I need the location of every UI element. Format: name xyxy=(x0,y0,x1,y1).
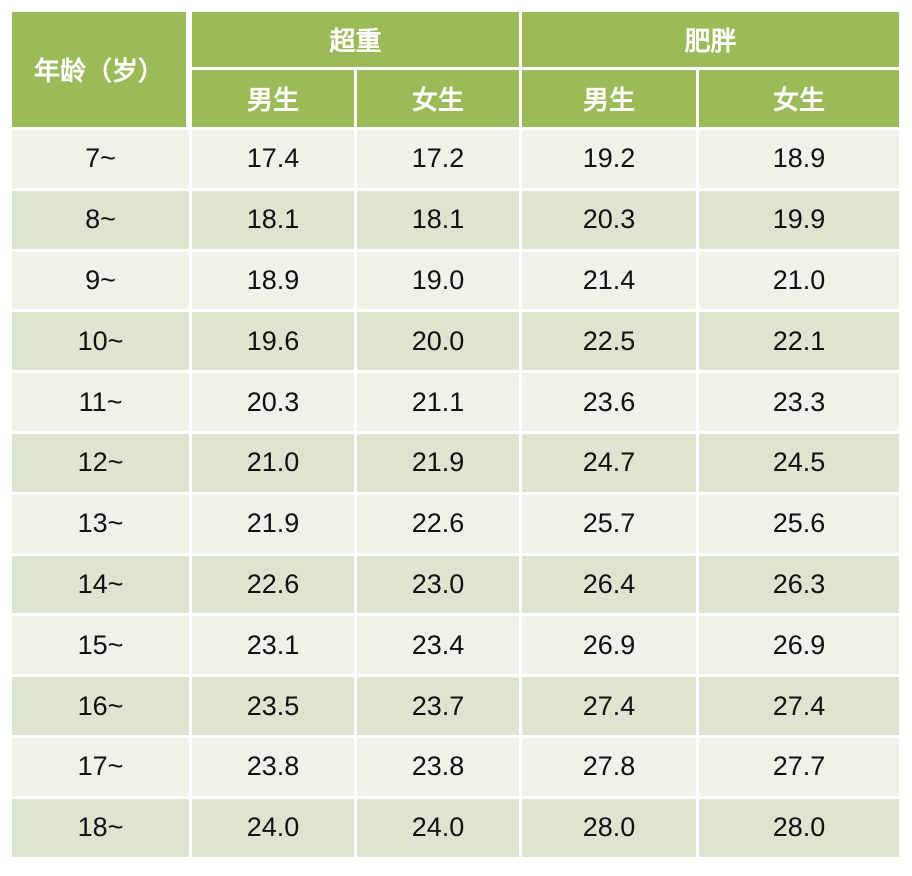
cell-obese-female: 23.3 xyxy=(699,373,899,431)
cell-obese-male: 27.8 xyxy=(522,737,696,796)
cell-overweight-male: 17.4 xyxy=(192,130,354,188)
cell-obese-male: 22.5 xyxy=(522,312,696,371)
cell-obese-male: 26.4 xyxy=(522,555,696,614)
cell-age: 13~ xyxy=(12,494,189,553)
table-row: 10~ 19.6 20.0 22.5 22.1 xyxy=(12,312,899,371)
cell-overweight-female: 21.1 xyxy=(357,373,519,431)
cell-age: 12~ xyxy=(12,433,189,492)
cell-obese-male: 24.7 xyxy=(522,433,696,492)
cell-obese-female: 22.1 xyxy=(699,312,899,371)
cell-overweight-female: 18.1 xyxy=(357,190,519,249)
table-row: 17~ 23.8 23.8 27.8 27.7 xyxy=(12,737,899,796)
header-age: 年龄（岁） xyxy=(12,12,189,127)
cell-obese-female: 27.4 xyxy=(699,677,899,735)
cell-age: 15~ xyxy=(12,616,189,675)
cell-overweight-female: 23.7 xyxy=(357,677,519,735)
cell-obese-male: 25.7 xyxy=(522,494,696,553)
header-overweight-male: 男生 xyxy=(192,70,354,127)
cell-obese-female: 27.7 xyxy=(699,737,899,796)
cell-obese-male: 21.4 xyxy=(522,251,696,310)
cell-overweight-male: 18.1 xyxy=(192,190,354,249)
cell-age: 17~ xyxy=(12,737,189,796)
cell-overweight-male: 23.5 xyxy=(192,677,354,735)
cell-obese-male: 28.0 xyxy=(522,798,696,857)
cell-overweight-female: 20.0 xyxy=(357,312,519,371)
cell-obese-female: 18.9 xyxy=(699,130,899,188)
cell-obese-female: 24.5 xyxy=(699,433,899,492)
cell-obese-male: 19.2 xyxy=(522,130,696,188)
cell-obese-female: 26.3 xyxy=(699,555,899,614)
cell-overweight-male: 19.6 xyxy=(192,312,354,371)
cell-age: 8~ xyxy=(12,190,189,249)
cell-obese-male: 23.6 xyxy=(522,373,696,431)
cell-overweight-female: 22.6 xyxy=(357,494,519,553)
table-row: 16~ 23.5 23.7 27.4 27.4 xyxy=(12,677,899,735)
table-row: 7~ 17.4 17.2 19.2 18.9 xyxy=(12,130,899,188)
table-row: 8~ 18.1 18.1 20.3 19.9 xyxy=(12,190,899,249)
cell-age: 18~ xyxy=(12,798,189,857)
cell-overweight-female: 23.8 xyxy=(357,737,519,796)
cell-overweight-female: 24.0 xyxy=(357,798,519,857)
cell-age: 14~ xyxy=(12,555,189,614)
cell-obese-female: 21.0 xyxy=(699,251,899,310)
cell-overweight-male: 20.3 xyxy=(192,373,354,431)
cell-overweight-male: 18.9 xyxy=(192,251,354,310)
header-obese-female: 女生 xyxy=(699,70,899,127)
cell-obese-female: 25.6 xyxy=(699,494,899,553)
cell-overweight-male: 24.0 xyxy=(192,798,354,857)
cell-overweight-male: 22.6 xyxy=(192,555,354,614)
cell-obese-male: 20.3 xyxy=(522,190,696,249)
cell-age: 16~ xyxy=(12,677,189,735)
table-row: 18~ 24.0 24.0 28.0 28.0 xyxy=(12,798,899,857)
cell-age: 7~ xyxy=(12,130,189,188)
cell-overweight-male: 23.8 xyxy=(192,737,354,796)
table-row: 14~ 22.6 23.0 26.4 26.3 xyxy=(12,555,899,614)
cell-obese-female: 19.9 xyxy=(699,190,899,249)
header-overweight: 超重 xyxy=(192,12,519,67)
table-row: 15~ 23.1 23.4 26.9 26.9 xyxy=(12,616,899,675)
cell-obese-male: 26.9 xyxy=(522,616,696,675)
header-overweight-female: 女生 xyxy=(357,70,519,127)
header-obese: 肥胖 xyxy=(522,12,899,67)
cell-overweight-female: 17.2 xyxy=(357,130,519,188)
cell-age: 9~ xyxy=(12,251,189,310)
cell-age: 11~ xyxy=(12,373,189,431)
table-row: 11~ 20.3 21.1 23.6 23.3 xyxy=(12,373,899,431)
table-row: 9~ 18.9 19.0 21.4 21.0 xyxy=(12,251,899,310)
cell-age: 10~ xyxy=(12,312,189,371)
cell-obese-female: 28.0 xyxy=(699,798,899,857)
cell-obese-female: 26.9 xyxy=(699,616,899,675)
cell-overweight-female: 23.4 xyxy=(357,616,519,675)
bmi-table: 年龄（岁） 超重 肥胖 男生 女生 男生 女生 7~ 17.4 17.2 19.2 18… xyxy=(9,9,902,860)
cell-overweight-female: 23.0 xyxy=(357,555,519,614)
header-obese-male: 男生 xyxy=(522,70,696,127)
cell-overweight-male: 23.1 xyxy=(192,616,354,675)
cell-obese-male: 27.4 xyxy=(522,677,696,735)
table-row: 13~ 21.9 22.6 25.7 25.6 xyxy=(12,494,899,553)
cell-overweight-male: 21.9 xyxy=(192,494,354,553)
cell-overweight-female: 21.9 xyxy=(357,433,519,492)
table-row: 12~ 21.0 21.9 24.7 24.5 xyxy=(12,433,899,492)
cell-overweight-female: 19.0 xyxy=(357,251,519,310)
cell-overweight-male: 21.0 xyxy=(192,433,354,492)
